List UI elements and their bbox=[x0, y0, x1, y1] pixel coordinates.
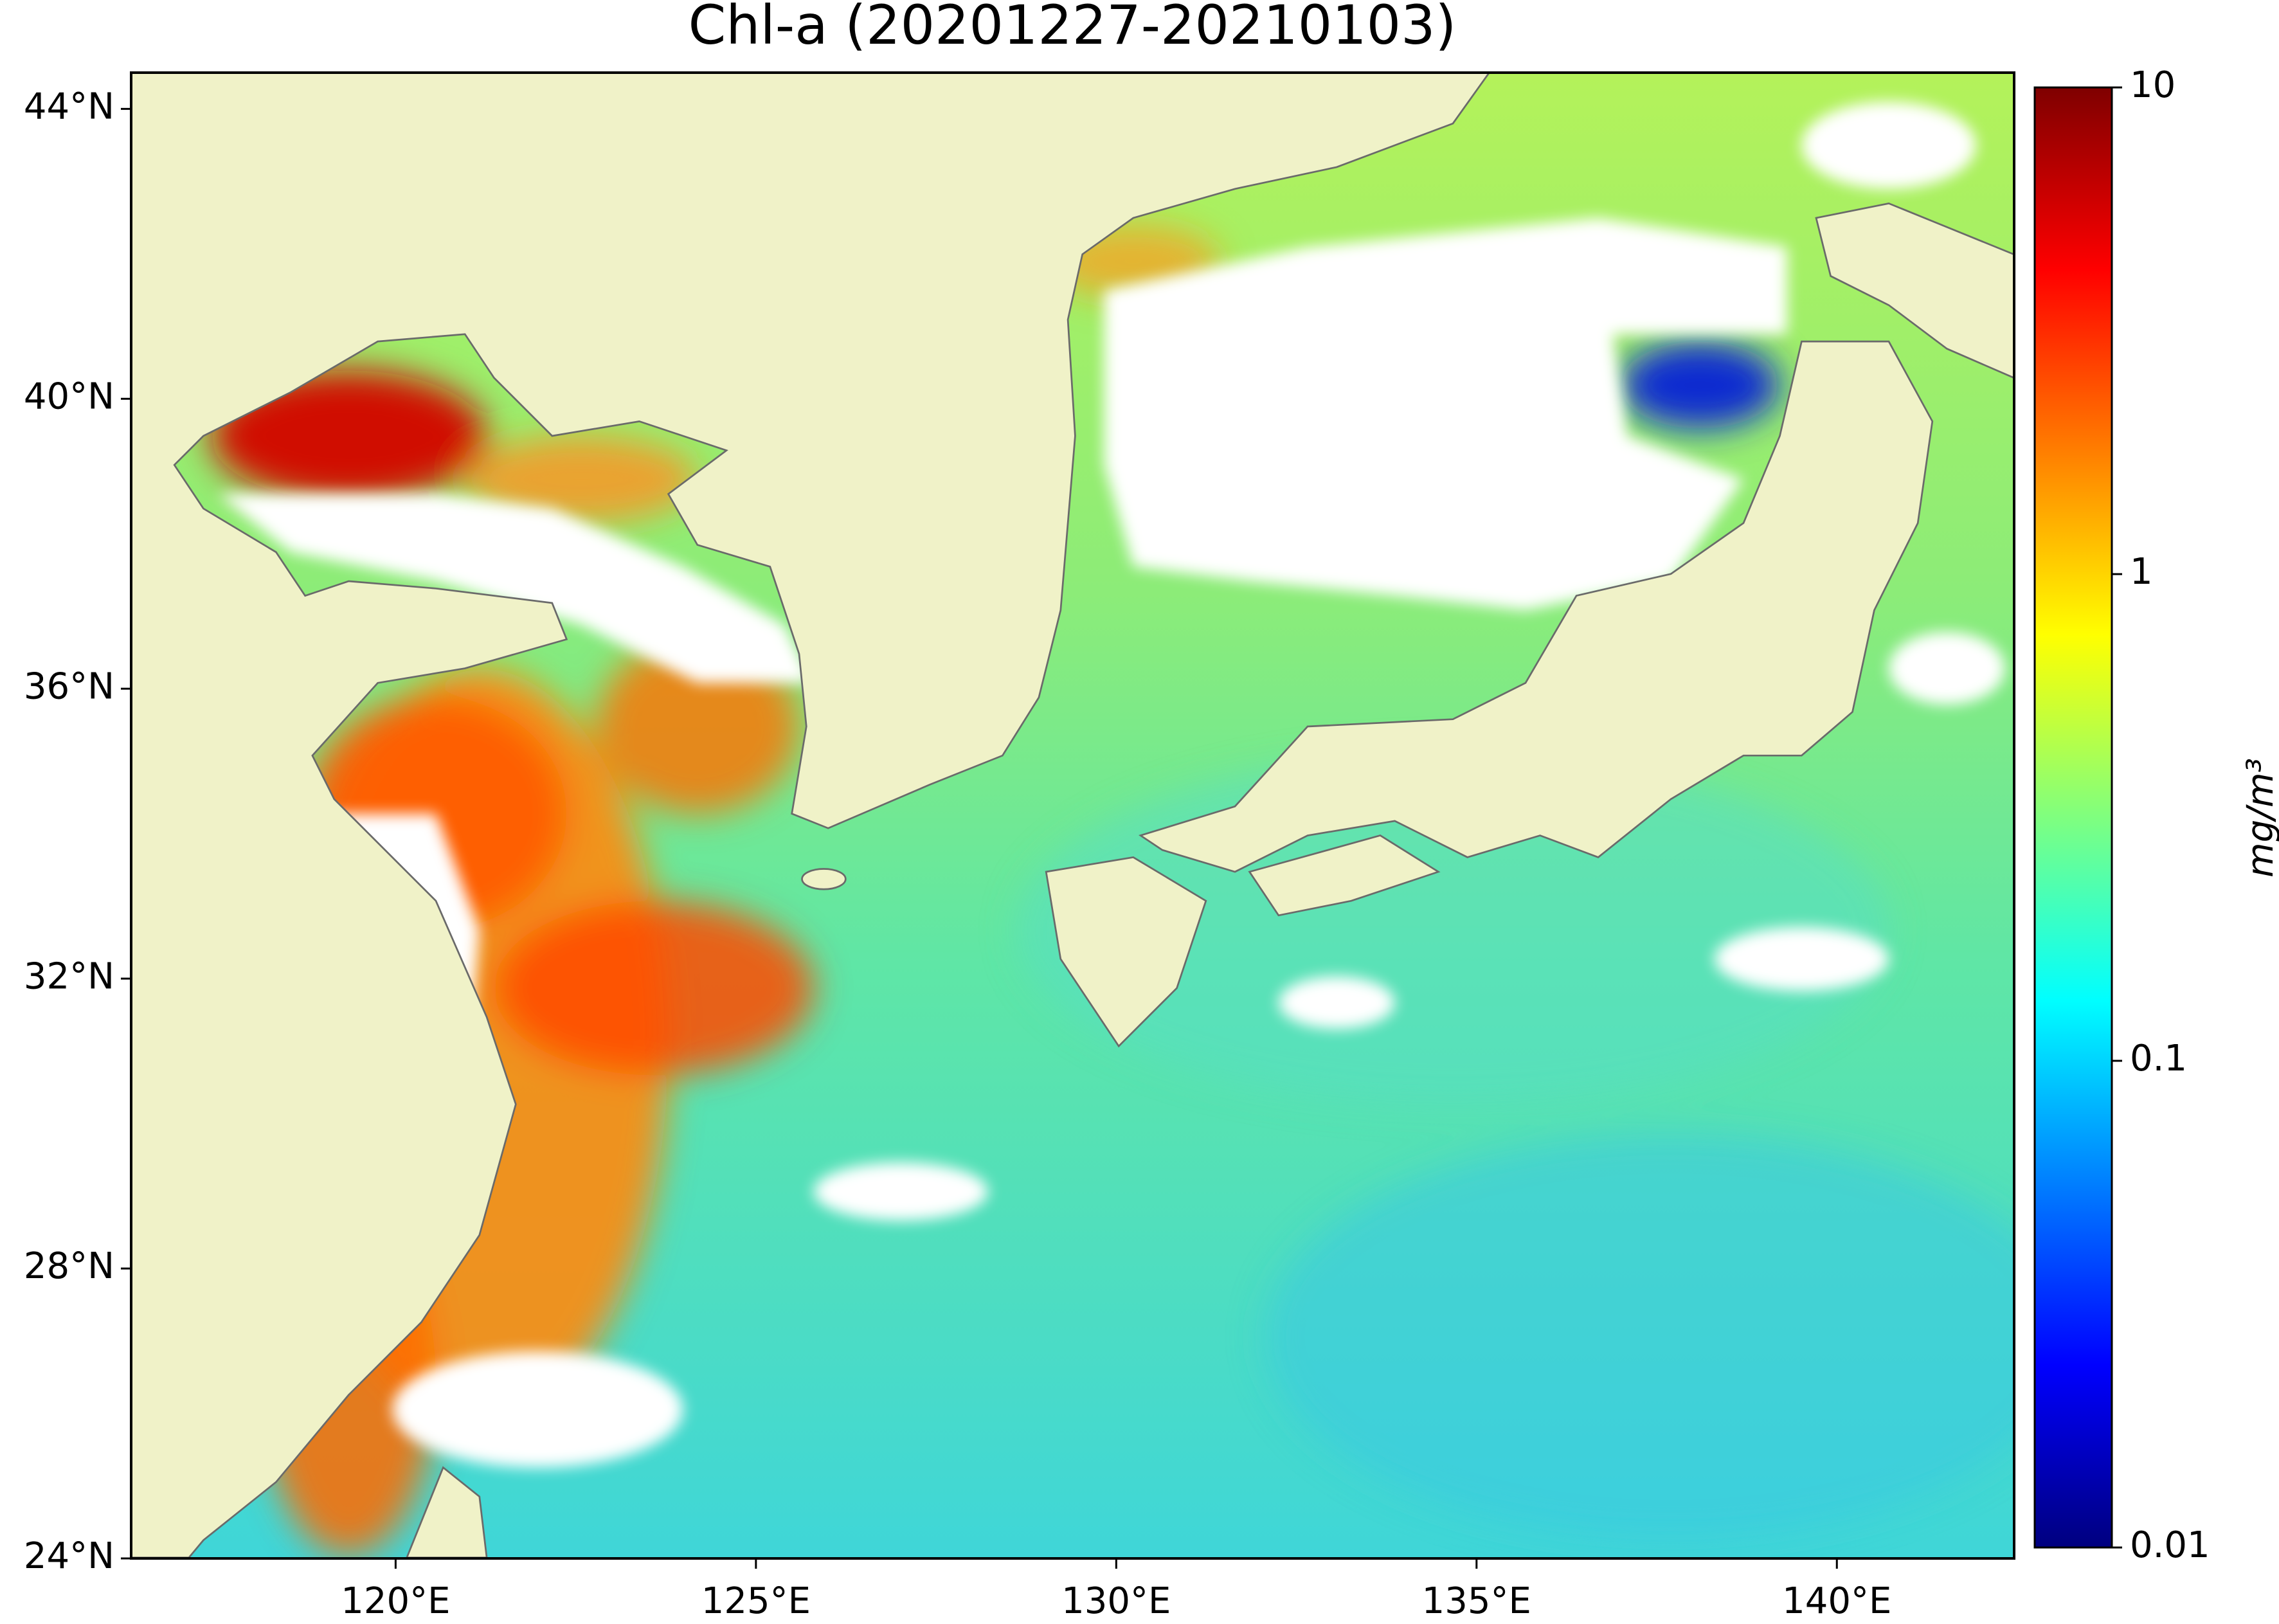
colorbar-tick-label: 0.1 bbox=[2130, 1038, 2187, 1079]
y-tick-label: 36°N bbox=[24, 665, 114, 707]
colorbar: mg/m³ 0.01 0.1 1 10 bbox=[2033, 64, 2279, 1566]
y-tick-label: 24°N bbox=[24, 1535, 114, 1577]
colorbar-tick-label: 10 bbox=[2130, 64, 2175, 106]
colorbar-tick-label: 0.01 bbox=[2130, 1524, 2210, 1566]
x-tick-label: 135°E bbox=[1422, 1580, 1531, 1621]
y-tick-label: 40°N bbox=[24, 375, 114, 417]
land bbox=[131, 72, 2014, 1558]
map-frame bbox=[130, 71, 2015, 1560]
shikoku bbox=[1248, 835, 1441, 917]
mainland-asia bbox=[131, 72, 1491, 1558]
colorbar-ramp bbox=[2033, 86, 2113, 1549]
taiwan bbox=[406, 1466, 488, 1558]
map-area bbox=[131, 72, 2014, 1558]
kyushu bbox=[1045, 856, 1207, 1048]
hokkaido bbox=[1815, 202, 2014, 379]
honshu bbox=[1138, 340, 1934, 873]
x-tick-label: 130°E bbox=[1061, 1580, 1171, 1621]
jeju bbox=[801, 868, 847, 890]
colorbar-label: mg/m³ bbox=[2240, 758, 2279, 878]
x-tick-label: 120°E bbox=[341, 1580, 450, 1621]
y-tick-label: 32°N bbox=[24, 955, 114, 997]
x-tick-label: 125°E bbox=[701, 1580, 811, 1621]
map-title: Chl-a (20201227-20210103) bbox=[689, 0, 1457, 57]
x-tick-label: 140°E bbox=[1782, 1580, 1891, 1621]
colorbar-tick-label: 1 bbox=[2130, 551, 2153, 593]
y-tick-label: 28°N bbox=[24, 1245, 114, 1287]
y-tick-label: 44°N bbox=[24, 86, 114, 128]
